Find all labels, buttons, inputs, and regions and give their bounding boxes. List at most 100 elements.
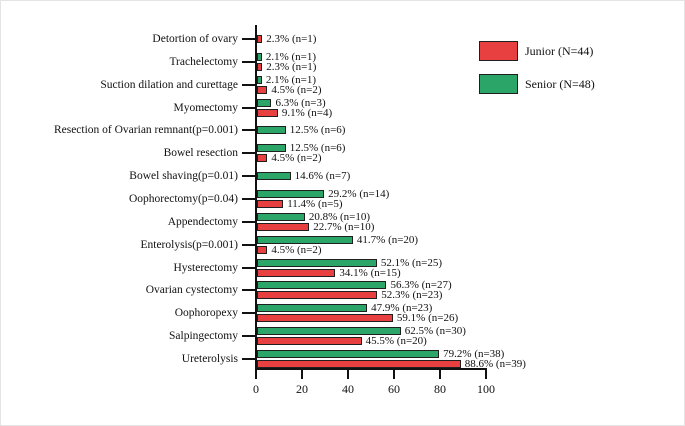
category-label: Resection of Ovarian remnant(p=0.001) <box>53 124 238 137</box>
category-tick <box>242 38 255 40</box>
bar-senior <box>257 258 377 267</box>
legend-label-junior: Junior (N=44) <box>525 44 594 58</box>
category-label: Salpingectomy <box>169 330 238 343</box>
category-label: Oophorectomy(p=0.04) <box>128 192 238 205</box>
category-tick <box>242 197 255 200</box>
legend-label-senior: Senior (N=48) <box>525 77 595 91</box>
bar-value-label: 11.4% (n=5) <box>287 197 343 210</box>
legend-swatch-junior-icon <box>479 41 518 61</box>
bar-value-label: 12.5% (n=6) <box>289 124 346 137</box>
x-axis-tick <box>393 370 395 379</box>
bar-junior <box>257 245 268 254</box>
category-label: Bowel shaving(p=0.01) <box>129 170 238 183</box>
category-label: Suction dilation and curettage <box>100 78 238 91</box>
category-tick <box>242 266 255 269</box>
category-tick <box>242 106 255 109</box>
bar-senior <box>257 304 368 313</box>
x-axis-tick-label: 60 <box>388 382 400 396</box>
category-label: Detortion of ovary <box>152 33 238 45</box>
bar-value-label: 4.5% (n=2) <box>271 152 322 165</box>
legend-item-senior: Senior (N=48) <box>479 74 595 94</box>
x-axis-tick-label: 20 <box>296 382 308 396</box>
category-tick <box>242 220 255 223</box>
bar-value-label: 14.6% (n=7) <box>294 170 351 183</box>
category-label: Appendectomy <box>167 215 238 228</box>
category-tick <box>242 312 255 315</box>
x-axis-tick-label: 100 <box>477 382 495 396</box>
bar-senior <box>257 212 305 221</box>
bar-junior <box>257 268 336 277</box>
bar-senior <box>257 189 325 198</box>
x-axis-tick-label: 0 <box>253 382 259 396</box>
bar-senior <box>257 172 291 181</box>
bar-value-label: 2.1% (n=1) <box>265 73 317 86</box>
bar-value-label: 47.9% (n=23) <box>371 302 433 315</box>
category-label: Ovarian cystectomy <box>145 284 238 297</box>
bar-value-label: 41.7% (n=20) <box>356 233 419 246</box>
bar-senior <box>257 52 262 61</box>
bar-junior <box>257 85 268 94</box>
bar-junior <box>257 35 263 43</box>
category-tick <box>242 83 255 86</box>
bar-senior <box>257 126 286 135</box>
bar-value-label: 20.8% (n=10) <box>308 210 371 223</box>
bar-junior <box>257 62 263 71</box>
bar-value-label: 62.5% (n=30) <box>404 325 466 338</box>
bar-value-label: 4.5% (n=2) <box>271 243 322 256</box>
category-tick <box>242 175 255 178</box>
x-axis-tick <box>301 370 303 379</box>
bar-senior <box>257 75 262 84</box>
category-label: Bowel resection <box>163 147 238 160</box>
category-label: Ureterolysis <box>181 352 238 365</box>
bar-senior <box>257 349 440 358</box>
category-tick <box>242 357 255 360</box>
y-axis-line <box>255 25 257 370</box>
bar-value-label: 12.5% (n=6) <box>289 142 346 155</box>
bar-value-label: 88.6% (n=39) <box>464 357 526 370</box>
bar-value-label: 29.2% (n=14) <box>328 187 390 200</box>
bar-value-label: 6.3% (n=3) <box>275 96 326 109</box>
bar-junior <box>257 359 461 368</box>
bar-value-label: 2.1% (n=1) <box>265 50 317 63</box>
x-axis-tick-label: 80 <box>434 382 446 396</box>
category-label: Enterolysis(p=0.001) <box>140 238 238 251</box>
category-label: Myomectomy <box>173 101 238 114</box>
bar-junior <box>257 337 362 346</box>
bar-senior <box>257 327 401 336</box>
category-tick <box>242 289 255 292</box>
bar-value-label: 4.5% (n=2) <box>271 83 322 96</box>
legend: Junior (N=44) Senior (N=48) <box>479 41 595 94</box>
x-axis-tick <box>255 370 257 379</box>
bar-junior <box>257 199 284 208</box>
category-label: Oophoropexy <box>174 307 238 320</box>
bar-value-label: 79.2% (n=38) <box>443 347 505 360</box>
bar-value-label: 52.1% (n=25) <box>380 256 443 269</box>
category-tick <box>242 152 255 155</box>
bar-value-label: 2.3% (n=1) <box>266 33 317 45</box>
bar-junior <box>257 154 268 163</box>
bar-senior <box>257 235 353 244</box>
x-axis-tick <box>347 370 349 379</box>
bar-value-label: 59.1% (n=26) <box>396 312 459 325</box>
category-label: Hysterectomy <box>173 261 238 274</box>
bar-value-label: 45.5% (n=20) <box>365 335 427 348</box>
bar-junior <box>257 314 393 323</box>
bar-value-label: 56.3% (n=27) <box>390 279 452 292</box>
bar-senior <box>257 144 286 153</box>
x-axis-tick <box>485 370 487 379</box>
bar-value-label: 9.1% (n=4) <box>281 106 333 119</box>
x-axis-tick <box>439 370 441 379</box>
category-tick <box>242 60 255 63</box>
category-tick <box>242 243 255 246</box>
bar-value-label: 52.3% (n=23) <box>381 289 443 302</box>
bar-value-label: 2.3% (n=1) <box>266 60 317 73</box>
bar-senior <box>257 98 272 107</box>
bar-junior <box>257 222 310 231</box>
category-tick <box>242 129 255 132</box>
x-axis-line <box>255 368 487 370</box>
bar-junior <box>257 108 278 117</box>
bar-junior <box>257 291 378 300</box>
category-tick <box>242 335 255 338</box>
category-label: Trachelectomy <box>169 55 238 68</box>
